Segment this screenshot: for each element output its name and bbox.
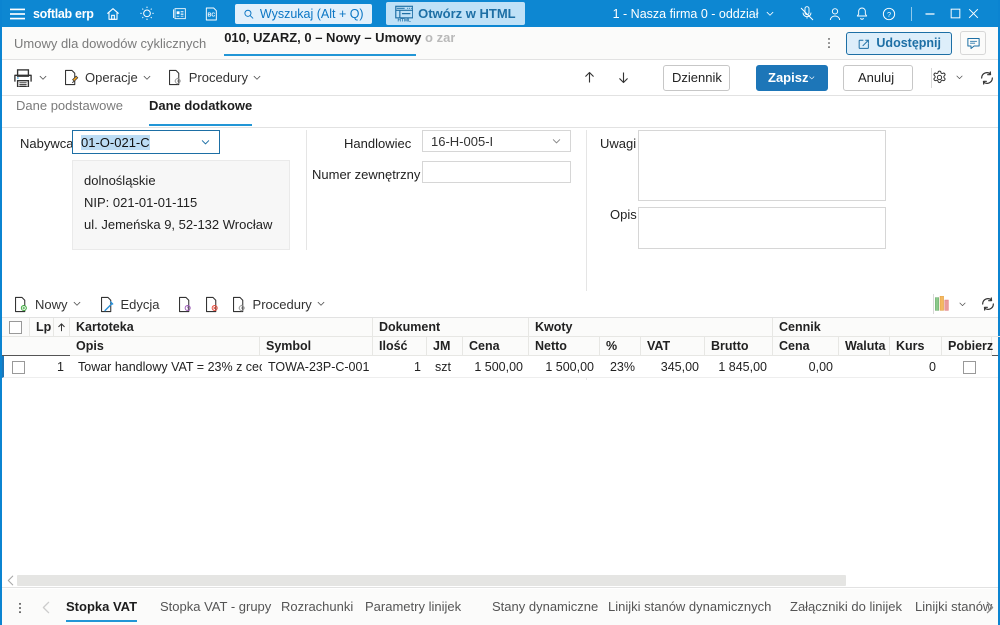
svg-text:?: ? (886, 10, 890, 19)
svg-text:HTML: HTML (397, 17, 410, 23)
svg-text:BC: BC (207, 12, 215, 18)
